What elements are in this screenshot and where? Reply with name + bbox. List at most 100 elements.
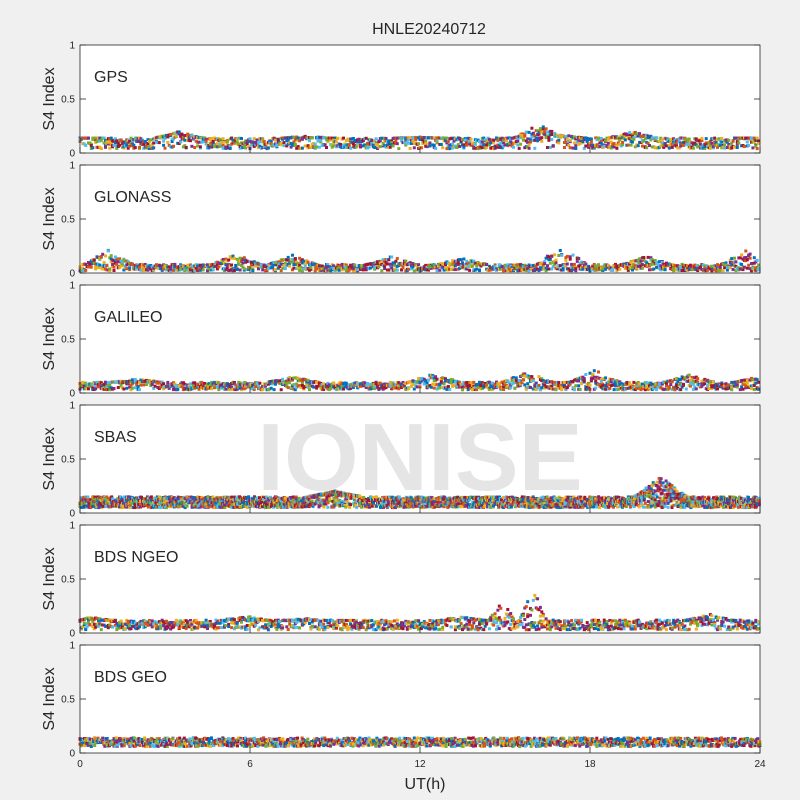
data-point: [463, 138, 467, 142]
data-point: [228, 144, 232, 148]
data-point: [724, 261, 728, 265]
data-point: [210, 136, 214, 140]
data-point: [211, 139, 215, 143]
data-point: [113, 141, 117, 145]
data-point: [485, 143, 489, 147]
data-point: [128, 139, 132, 143]
data-point: [332, 264, 336, 268]
data-point: [469, 137, 473, 141]
data-point: [689, 382, 693, 386]
data-point: [387, 258, 391, 262]
data-point: [461, 388, 464, 392]
data-point: [317, 145, 321, 149]
data-point: [524, 268, 528, 272]
data-point: [531, 379, 535, 383]
data-point: [186, 132, 190, 136]
data-point: [208, 383, 212, 387]
data-point: [368, 266, 372, 270]
panel-label: GLONASS: [94, 189, 171, 206]
data-point: [228, 147, 232, 150]
data-point: [186, 386, 190, 390]
data-point: [99, 381, 103, 385]
data-point: [694, 387, 698, 391]
data-point: [615, 143, 619, 147]
data-point: [94, 136, 98, 140]
data-point: [115, 262, 119, 266]
data-point: [554, 261, 558, 265]
data-point: [478, 139, 481, 143]
data-point: [230, 136, 234, 140]
data-point: [730, 141, 734, 145]
data-point: [708, 380, 712, 384]
data-point: [393, 261, 396, 265]
data-point: [361, 139, 365, 143]
data-point: [215, 267, 219, 271]
data-point: [128, 144, 132, 148]
data-point: [699, 266, 702, 269]
data-point: [108, 267, 112, 271]
data-point: [582, 379, 586, 383]
data-point: [79, 384, 83, 388]
data-point: [113, 137, 117, 141]
data-point: [196, 144, 200, 148]
data-point: [541, 127, 545, 131]
data-point: [540, 136, 544, 140]
data-point: [126, 382, 130, 386]
data-point: [380, 136, 384, 140]
data-point: [502, 269, 506, 273]
data-point: [451, 142, 455, 146]
data-point: [667, 146, 671, 150]
data-point: [550, 254, 554, 258]
data-point: [558, 249, 562, 252]
data-point: [599, 138, 603, 142]
data-point: [198, 145, 202, 149]
data-point: [588, 383, 592, 387]
data-point: [649, 134, 653, 138]
data-point: [241, 258, 245, 262]
data-point: [289, 145, 293, 149]
data-point: [529, 386, 532, 389]
data-point: [351, 142, 355, 146]
data-point: [451, 384, 455, 387]
data-point: [524, 130, 528, 134]
data-point: [680, 269, 684, 272]
y-tick-label: 1: [69, 281, 75, 292]
data-point: [354, 145, 358, 149]
y-tick-label: 0: [69, 269, 75, 280]
data-point: [299, 265, 303, 269]
data-point: [526, 382, 530, 386]
data-point: [578, 387, 582, 391]
data-point: [599, 141, 603, 145]
data-point: [104, 386, 107, 390]
data-point: [752, 136, 756, 140]
data-point: [441, 265, 445, 269]
data-point: [130, 141, 134, 145]
data-point: [554, 258, 558, 262]
data-point: [544, 256, 548, 260]
data-point: [230, 263, 234, 267]
data-point: [210, 387, 214, 391]
data-point: [595, 143, 599, 147]
data-point: [344, 263, 348, 267]
data-point: [615, 379, 619, 383]
data-point: [274, 268, 277, 272]
data-point: [656, 385, 660, 389]
data-point: [288, 381, 292, 385]
data-point: [748, 256, 752, 260]
data-point: [584, 262, 588, 266]
data-point: [404, 138, 408, 142]
data-point: [663, 387, 667, 391]
data-point: [169, 269, 173, 273]
data-point: [540, 261, 544, 265]
data-point: [109, 260, 113, 264]
data-point: [451, 146, 455, 150]
data-point: [215, 385, 219, 389]
data-point: [720, 136, 724, 140]
data-point: [465, 267, 469, 271]
data-point: [366, 262, 370, 266]
data-point: [283, 267, 287, 271]
data-point: [572, 135, 576, 139]
data-point: [711, 145, 715, 149]
